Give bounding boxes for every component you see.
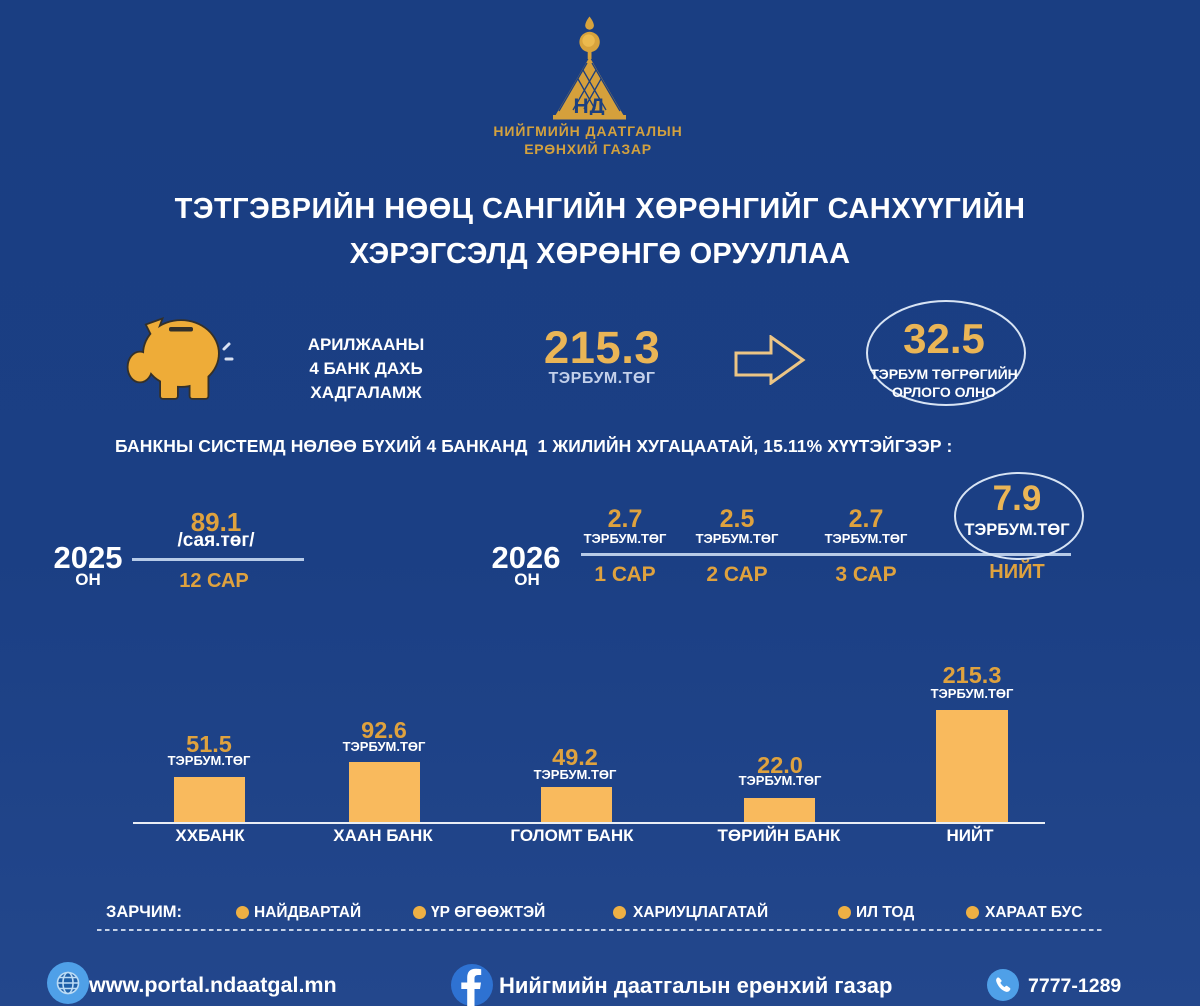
svg-text:НД: НД — [574, 95, 606, 118]
